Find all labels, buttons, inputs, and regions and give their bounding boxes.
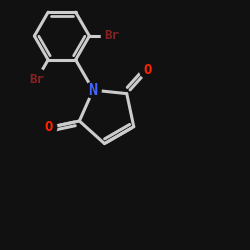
Circle shape [140, 62, 156, 78]
Text: N: N [88, 82, 98, 98]
Circle shape [102, 26, 122, 46]
Text: O: O [144, 64, 152, 78]
Text: O: O [44, 120, 53, 134]
Text: Br: Br [104, 30, 120, 43]
Circle shape [26, 69, 47, 90]
Circle shape [41, 120, 57, 136]
Text: Br: Br [29, 73, 44, 86]
Circle shape [85, 82, 101, 98]
